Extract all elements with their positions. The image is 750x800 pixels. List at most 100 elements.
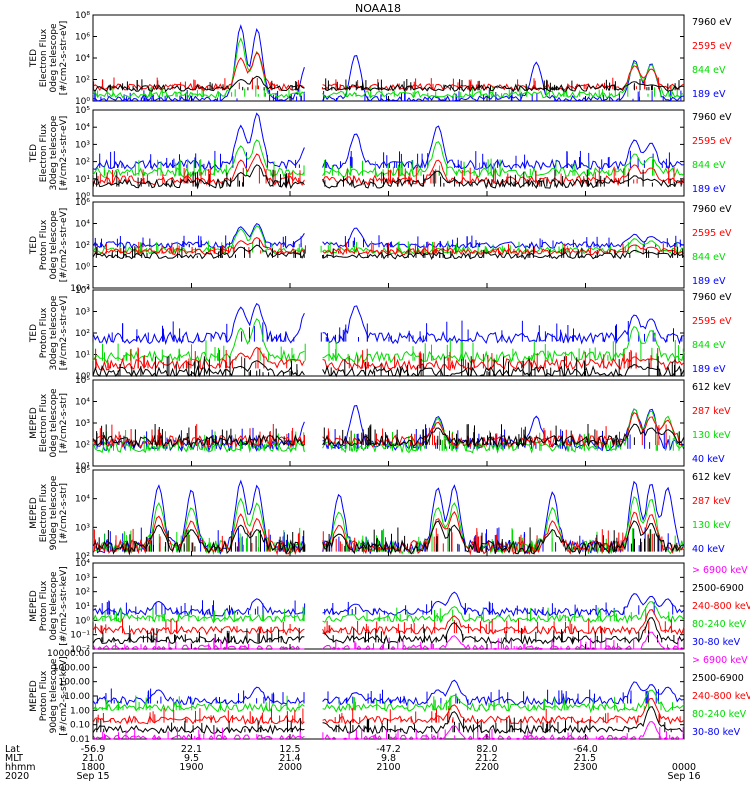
y-tick-label: 10² [75, 241, 90, 251]
x-tick-date: Sep 16 [667, 771, 700, 782]
legend-entry: > 6900 keV [692, 655, 748, 666]
y-tick-label: 1.00 [70, 706, 90, 716]
legend-entry: 844 eV [692, 252, 726, 263]
series-7960-ev [92, 75, 685, 93]
y-tick-label: 10⁴ [75, 398, 90, 408]
y-tick-label: 10⁻¹ [70, 631, 90, 641]
y-tick-label: 10⁴ [75, 495, 90, 505]
panel-1: 10⁰ 10² 10⁴ 10⁶ 10⁸ TED Electron Flux 0deg tele… [29, 11, 732, 107]
y-axis-label: [#/cm2-s-str-eV] [59, 116, 69, 191]
y-tick-label: 10⁵ [75, 106, 90, 116]
legend-entry: 80-240 keV [692, 709, 747, 720]
y-tick-label: 10⁴ [75, 54, 90, 64]
legend-entry: 7960 eV [692, 204, 732, 215]
panel-2: 10⁰ 10¹ 10² 10³ 10⁴ 10⁵ TED Electron Flux 30deg … [29, 106, 732, 202]
y-axis-label: 0deg telescope [49, 388, 59, 458]
y-axis-label: Electron Flux [39, 393, 49, 452]
series-7960-ev [92, 164, 685, 190]
x-row-label: 2020 [5, 771, 29, 782]
legend-entry: 7960 eV [692, 17, 732, 28]
legend-entry: 287 keV [692, 496, 731, 507]
y-axis-label: [#/cm2-s-str-keV] [59, 566, 69, 645]
y-tick-label: 10⁰ [75, 616, 90, 626]
legend-entry: 612 keV [692, 382, 731, 393]
legend-entry: 40 keV [692, 454, 725, 465]
x-tick-mlt: 21.2 [476, 753, 497, 764]
series-7960-ev [92, 244, 685, 261]
y-tick-label: 10⁻² [70, 645, 90, 655]
panel-4: 10⁰ 10¹ 10² 10³ 10⁴ TED Proton Flux 30deg teles… [29, 286, 732, 382]
y-tick-label: 10⁴ [75, 286, 90, 296]
y-axis-label: TED [29, 49, 39, 68]
y-tick-label: 10⁶ [75, 33, 90, 43]
y-tick-label: 10² [75, 588, 90, 598]
panel-6: 10² 10³ 10⁴ 10⁵ MEPED Electron Flux 90deg tele… [29, 466, 731, 562]
y-tick-label: 10¹ [75, 351, 90, 361]
series-189-ev [92, 112, 685, 171]
y-tick-label: 10¹ [75, 602, 90, 612]
y-axis-label: Proton Flux [39, 219, 49, 270]
panel-5: 10¹ 10² 10³ 10⁴ 10⁵ MEPED Electron Flux 0deg te… [29, 376, 731, 472]
x-row-label: hhmm [5, 762, 36, 773]
y-tick-label: 10⁵ [75, 466, 90, 476]
y-axis-label: 30deg telescope [49, 295, 59, 370]
x-tick-mlt: 21.5 [575, 753, 596, 764]
y-axis-label: 30deg telescope [49, 115, 59, 190]
legend-entry: 2595 eV [692, 228, 732, 239]
legend-entry: 189 eV [692, 364, 726, 375]
legend-entry: 130 keV [692, 520, 731, 531]
y-axis-label: 90deg telescope [49, 658, 59, 733]
y-axis-label: [#/cm2-s-str-keV] [59, 656, 69, 735]
legend-entry: 130 keV [692, 430, 731, 441]
y-axis-label: TED [29, 236, 39, 255]
y-tick-label: 10¹ [75, 175, 90, 185]
x-tick-hhmm: 2100 [376, 762, 400, 773]
x-tick-hhmm: 1900 [179, 762, 203, 773]
series-2595-ev [92, 52, 685, 92]
legend-entry: 2500-6900 [692, 673, 744, 684]
y-tick-label: 10² [75, 158, 90, 168]
y-axis-label: Electron Flux [39, 483, 49, 542]
legend-entry: 30-80 keV [692, 637, 741, 648]
y-tick-label: 10³ [75, 308, 90, 318]
series-612-kev [92, 423, 685, 449]
y-tick-label: 10³ [75, 523, 90, 533]
x-tick-lat: 12.5 [279, 744, 300, 755]
y-axis-label: [#/cm2-s-str] [59, 483, 69, 543]
x-tick-hhmm: 2300 [573, 762, 597, 773]
y-axis-label: Electron Flux [39, 123, 49, 182]
y-tick-label: 10⁴ [75, 220, 90, 230]
y-tick-label: 10¹ [75, 462, 90, 472]
y-tick-label: 10² [75, 552, 90, 562]
panel-frame [92, 379, 685, 467]
x-tick-lat: -47.2 [376, 744, 401, 755]
legend-entry: 40 keV [692, 544, 725, 555]
y-tick-label: 10² [75, 329, 90, 339]
y-tick-label: 10² [75, 441, 90, 451]
x-tick-mlt: 21.4 [279, 753, 300, 764]
y-axis-label: Proton Flux [39, 670, 49, 721]
legend-entry: 240-800 keV [692, 691, 750, 702]
x-tick-hhmm: 1800 [81, 762, 105, 773]
y-axis-label: [#/cm2-s-str-eV] [59, 21, 69, 96]
y-axis-label: [#/cm2-s-str-eV] [59, 208, 69, 283]
figure-title: NOAA18 [355, 2, 401, 15]
legend-entry: 240-800 keV [692, 601, 750, 612]
legend-entry: > 6900 keV [692, 565, 748, 576]
y-axis-label: TED [29, 324, 39, 343]
series-240-800-kev [92, 697, 685, 726]
legend-entry: 844 eV [692, 340, 726, 351]
y-axis-label: 0deg telescope [49, 571, 59, 641]
y-tick-label: 10³ [75, 573, 90, 583]
x-tick-hhmm: 2000 [278, 762, 302, 773]
y-axis-label: Proton Flux [39, 580, 49, 631]
series-612-kev [92, 520, 685, 556]
panel-3: 10⁻² 10⁰ 10² 10⁴ 10⁶ TED Proton Flux 0deg teles… [29, 198, 732, 294]
y-tick-label: 10000.00 [47, 649, 90, 659]
x-tick-lat: 82.0 [476, 744, 497, 755]
y-axis-label: [#/cm2-s-str] [59, 393, 69, 453]
series-844-ev [92, 37, 685, 99]
panel-7: 10⁻² 10⁻¹ 10⁰ 10¹ 10² 10³ 10⁴ MEPED Proton Flux 0… [29, 559, 750, 655]
